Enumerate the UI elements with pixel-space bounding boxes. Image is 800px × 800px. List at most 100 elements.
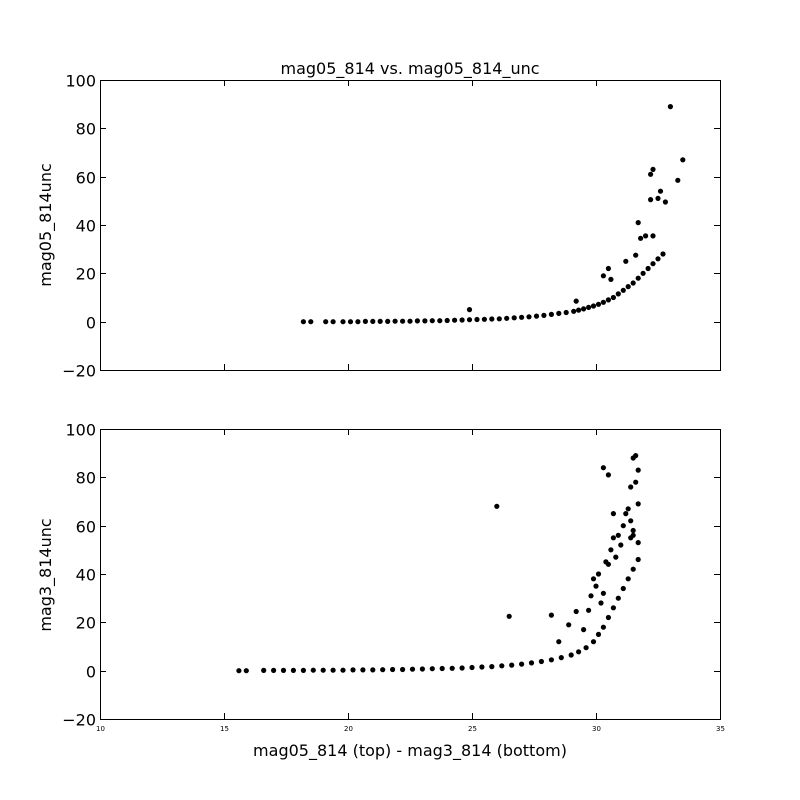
scatter-point [261, 667, 267, 674]
scatter-point [600, 273, 607, 279]
y-tick-label: 40 [76, 566, 96, 585]
scatter-point [310, 667, 316, 673]
scatter-point [605, 614, 612, 621]
scatter-point [533, 313, 540, 319]
scatter-point [362, 318, 368, 324]
scatter-point [615, 532, 621, 538]
scatter-point [519, 314, 525, 320]
scatter-point [320, 667, 326, 673]
scatter-point [655, 256, 661, 262]
scatter-point [595, 301, 602, 307]
scatter-point [633, 453, 639, 459]
scatter-point [350, 667, 356, 673]
top-x-ticks [100, 80, 721, 370]
scatter-point [407, 318, 413, 324]
scatter-point [377, 318, 383, 324]
scatter-point [496, 316, 502, 322]
scatter-point [610, 605, 617, 611]
y-tick-label: 100 [65, 72, 96, 91]
scatter-point [667, 104, 674, 110]
scatter-point [573, 608, 579, 615]
scatter-point [556, 310, 562, 316]
scatter-point [605, 561, 612, 567]
y-tick-label: 0 [86, 314, 96, 333]
y-tick-label: 40 [76, 217, 96, 236]
x-tick-label: 25 [468, 725, 477, 733]
scatter-point [581, 306, 587, 312]
scatter-point [605, 297, 612, 303]
scatter-point [481, 316, 487, 322]
scatter-point [608, 547, 614, 553]
scatter-point [633, 479, 639, 485]
scatter-point [526, 314, 532, 320]
scatter-point [635, 556, 641, 563]
scatter-point [645, 265, 651, 272]
scatter-point [489, 316, 495, 322]
scatter-point [590, 303, 597, 309]
scatter-point [635, 220, 641, 226]
scatter-point [648, 171, 654, 177]
scatter-point [300, 667, 306, 674]
scatter-point [429, 318, 435, 324]
scatter-point [340, 319, 346, 325]
y-tick-label: 0 [86, 663, 96, 682]
scatter-point [650, 261, 656, 267]
scatter-point [509, 662, 515, 668]
scatter-point [479, 664, 485, 670]
scatter-point [449, 665, 455, 671]
scatter-point [308, 319, 314, 325]
bottom-panel: −20 0 20 40 60 80 100 10 15 20 25 30 35 mag3_814unc [36, 421, 725, 734]
scatter-point [590, 576, 597, 582]
scatter-point [613, 554, 619, 560]
scatter-point [635, 540, 641, 546]
scatter-point [419, 666, 425, 672]
scatter-point [650, 233, 656, 239]
scatter-point [541, 312, 547, 318]
scatter-point [635, 501, 641, 507]
scatter-point [563, 309, 569, 316]
scatter-point [300, 319, 306, 325]
scatter-point [409, 666, 416, 672]
scatter-point [340, 667, 346, 673]
scatter-point [437, 318, 443, 324]
bottom-scatter-series [236, 453, 641, 674]
top-y-ticks: −20 0 20 40 60 80 100 [62, 72, 720, 381]
top-scatter-series [300, 104, 686, 325]
y-tick-label: 20 [76, 614, 96, 633]
scatter-point [576, 649, 582, 655]
scatter-point [444, 317, 450, 324]
scatter-point [610, 535, 617, 541]
scatter-point [519, 661, 525, 667]
scatter-point [360, 667, 366, 673]
scatter-point [630, 566, 636, 572]
scatter-point [459, 317, 465, 323]
scatter-point [581, 627, 587, 633]
scatter-point [489, 664, 495, 670]
x-axis-label: mag05_814 (top) - mag3_814 (bottom) [253, 741, 567, 761]
bottom-plot-frame [100, 429, 721, 720]
scatter-point [610, 294, 617, 301]
scatter-point [680, 157, 686, 163]
scatter-point [625, 576, 631, 582]
x-tick-label: 30 [592, 725, 601, 733]
scatter-point [571, 308, 577, 314]
bottom-x-ticks: 10 15 20 25 30 35 [96, 429, 725, 733]
scatter-point [280, 667, 287, 674]
scatter-point [615, 291, 621, 297]
scatter-point [660, 251, 666, 257]
scatter-point [355, 319, 361, 325]
scatter-point [650, 166, 656, 172]
scatter-point [648, 197, 654, 203]
scatter-point [323, 319, 329, 325]
scatter-point [528, 660, 535, 666]
scatter-point [628, 484, 634, 490]
scatter-point [474, 316, 480, 323]
scatter-point [598, 600, 604, 606]
scatter-point [538, 658, 545, 665]
scatter-point [573, 298, 579, 304]
y-tick-label: 60 [76, 518, 96, 537]
scatter-point [595, 571, 602, 577]
scatter-point [576, 307, 582, 313]
